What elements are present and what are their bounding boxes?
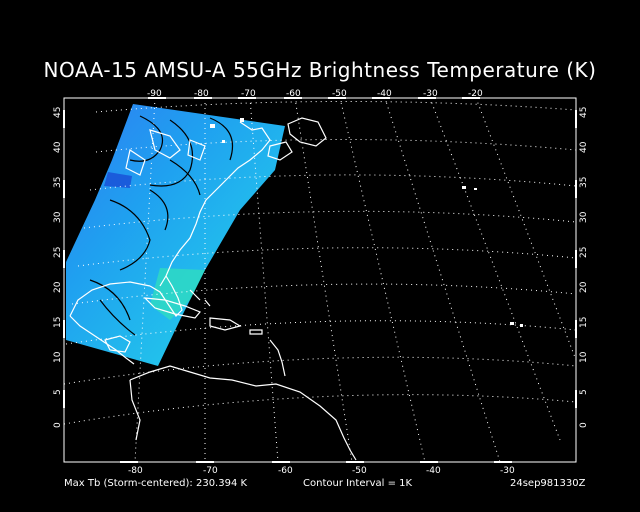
bottom-lon-label: -60 — [278, 466, 293, 476]
left-lat-label: 40 — [53, 141, 63, 153]
right-lat-labels: 45 40 35 30 25 20 15 10 5 0 — [579, 107, 589, 428]
map-title: NOAA-15 AMSU-A 55GHz Brightness Temperat… — [43, 58, 597, 82]
left-lat-label: 20 — [53, 281, 63, 293]
small-islands — [210, 118, 523, 327]
left-lat-label: 25 — [53, 247, 63, 258]
timestamp-label: 24sep981330Z — [510, 478, 586, 489]
left-lat-label: 5 — [53, 389, 63, 395]
bottom-lon-label: -80 — [128, 466, 143, 476]
right-lat-label: 35 — [579, 177, 589, 188]
contour-interval-label: Contour Interval = 1K — [303, 478, 413, 489]
top-lon-label: -90 — [147, 89, 162, 99]
bottom-lon-label: -70 — [203, 466, 218, 476]
right-lat-label: 15 — [579, 317, 589, 328]
left-lat-label: 0 — [53, 422, 63, 428]
left-lat-labels: 45 40 35 30 25 20 15 10 5 0 — [53, 107, 63, 428]
swath-cold-patch — [104, 172, 132, 188]
temperature-contours — [89, 115, 234, 336]
top-lon-label: -40 — [377, 89, 392, 99]
right-lat-label: 20 — [579, 281, 589, 293]
right-lat-label: 25 — [579, 247, 589, 258]
top-lon-label: -70 — [241, 89, 256, 99]
top-lon-labels: -90 -80 -70 -60 -50 -40 -30 -20 — [147, 89, 483, 99]
right-lat-label: 30 — [579, 211, 589, 223]
right-lat-label: 45 — [579, 107, 589, 118]
bottom-lon-label: -50 — [352, 466, 367, 476]
satellite-swath — [66, 104, 285, 366]
frame-ticks — [63, 97, 577, 463]
bottom-lon-label: -40 — [426, 466, 441, 476]
coastlines — [69, 117, 357, 461]
right-lat-label: 0 — [579, 422, 589, 428]
right-lat-label: 40 — [579, 141, 589, 153]
top-lon-label: -50 — [332, 89, 347, 99]
map-frame — [63, 97, 577, 463]
right-lat-label: 5 — [579, 389, 589, 395]
bottom-lon-labels: -80 -70 -60 -50 -40 -30 — [128, 466, 515, 476]
right-lat-label: 10 — [579, 351, 589, 363]
top-lon-label: -80 — [194, 89, 209, 99]
bottom-lon-label: -30 — [500, 466, 515, 476]
swath-warm-patch — [150, 268, 205, 320]
left-lat-label: 30 — [53, 211, 63, 223]
max-tb-label: Max Tb (Storm-centered): 230.394 K — [64, 478, 248, 489]
left-lat-label: 10 — [53, 351, 63, 363]
left-lat-label: 45 — [53, 107, 63, 118]
left-lat-label: 15 — [53, 317, 63, 328]
top-lon-label: -60 — [286, 89, 301, 99]
top-lon-label: -20 — [468, 89, 483, 99]
top-lon-label: -30 — [423, 89, 438, 99]
left-lat-label: 35 — [53, 177, 63, 188]
